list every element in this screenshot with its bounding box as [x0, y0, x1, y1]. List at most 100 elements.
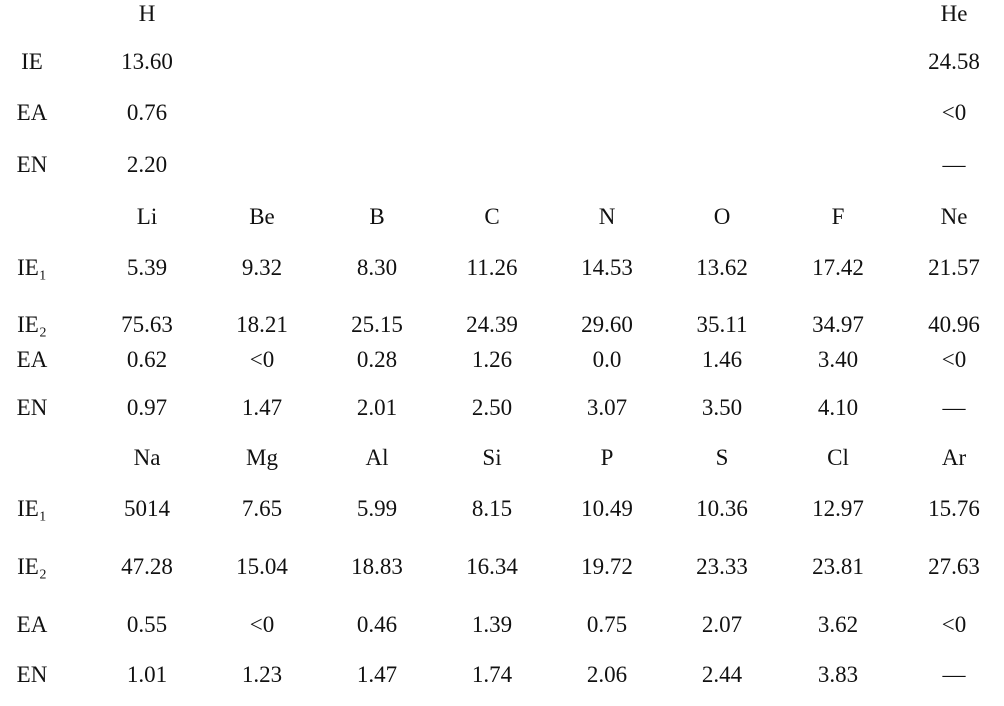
value-cell: 13.60	[121, 49, 173, 74]
value-cell: <0	[941, 612, 967, 637]
value-cell: 9.32	[241, 255, 283, 280]
value-cell: 25.15	[351, 312, 403, 337]
row-label: EA	[16, 347, 48, 372]
value-cell: 5.39	[126, 255, 168, 280]
value-cell: 21.57	[928, 255, 980, 280]
value-cell: 23.33	[696, 554, 748, 579]
value-cell: 1.47	[241, 395, 283, 420]
value-cell: 18.83	[351, 554, 403, 579]
element-symbol: Si	[482, 445, 502, 470]
value-cell: 75.63	[121, 312, 173, 337]
value-cell: 34.97	[812, 312, 864, 337]
element-symbol: Al	[365, 445, 389, 470]
element-symbol: O	[713, 204, 731, 229]
value-cell: 3.50	[701, 395, 743, 420]
value-cell: <0	[941, 100, 967, 125]
value-cell: 15.04	[236, 554, 288, 579]
row-label: EN	[16, 152, 48, 177]
value-cell: 15.76	[928, 496, 980, 521]
value-cell: 47.28	[121, 554, 173, 579]
value-cell: 5.99	[356, 496, 398, 521]
row-label: IE₂	[17, 554, 47, 579]
value-cell: 1.26	[471, 347, 513, 372]
value-cell: 8.30	[356, 255, 398, 280]
value-cell: <0	[249, 347, 275, 372]
value-cell: 0.76	[126, 100, 168, 125]
element-symbol: Li	[136, 204, 158, 229]
row-label: EA	[16, 612, 48, 637]
element-symbol: N	[598, 204, 616, 229]
value-cell: 14.53	[581, 255, 633, 280]
row-label: IE₂	[17, 312, 47, 337]
value-cell: <0	[941, 347, 967, 372]
value-cell: —	[942, 662, 966, 687]
value-cell: 1.74	[471, 662, 513, 687]
element-symbol: Mg	[246, 445, 278, 470]
value-cell: 12.97	[812, 496, 864, 521]
value-cell: —	[942, 152, 966, 177]
value-cell: 24.58	[928, 49, 980, 74]
value-cell: 8.15	[471, 496, 513, 521]
value-cell: 0.0	[592, 347, 622, 372]
value-cell: 2.50	[471, 395, 513, 420]
value-cell: 40.96	[928, 312, 980, 337]
value-cell: 19.72	[581, 554, 633, 579]
value-cell: 35.11	[696, 312, 748, 337]
value-cell: 0.97	[126, 395, 168, 420]
value-cell: 27.63	[928, 554, 980, 579]
value-cell: 0.62	[126, 347, 168, 372]
value-cell: 0.28	[356, 347, 398, 372]
row-label: IE	[21, 49, 43, 74]
value-cell: 18.21	[236, 312, 288, 337]
value-cell: 0.75	[586, 612, 628, 637]
value-cell: 4.10	[817, 395, 859, 420]
value-cell: 2.44	[701, 662, 743, 687]
row-label: IE₁	[17, 496, 47, 521]
value-cell: 1.47	[356, 662, 398, 687]
value-cell: 11.26	[466, 255, 518, 280]
value-cell: <0	[249, 612, 275, 637]
value-cell: 10.36	[696, 496, 748, 521]
row-label: EN	[16, 662, 48, 687]
value-cell: 2.01	[356, 395, 398, 420]
value-cell: 2.07	[701, 612, 743, 637]
value-cell: 3.62	[817, 612, 859, 637]
element-symbol: Ar	[941, 445, 967, 470]
value-cell: 10.49	[581, 496, 633, 521]
element-symbol: S	[715, 445, 729, 470]
value-cell: 17.42	[812, 255, 864, 280]
value-cell: 24.39	[466, 312, 518, 337]
element-symbol: B	[369, 204, 385, 229]
value-cell: —	[942, 395, 966, 420]
value-cell: 3.40	[817, 347, 859, 372]
row-label: EA	[16, 100, 48, 125]
value-cell: 13.62	[696, 255, 748, 280]
element-symbol: Ne	[940, 204, 968, 229]
element-symbol: H	[138, 1, 156, 26]
value-cell: 1.39	[471, 612, 513, 637]
element-symbol: P	[600, 445, 614, 470]
element-symbol: C	[484, 204, 500, 229]
value-cell: 0.46	[356, 612, 398, 637]
row-label: EN	[16, 395, 48, 420]
value-cell: 16.34	[466, 554, 518, 579]
value-cell: 23.81	[812, 554, 864, 579]
element-symbol: Na	[133, 445, 161, 470]
value-cell: 3.83	[817, 662, 859, 687]
element-symbol: Be	[249, 204, 275, 229]
value-cell: 2.20	[126, 152, 168, 177]
value-cell: 29.60	[581, 312, 633, 337]
value-cell: 3.07	[586, 395, 628, 420]
value-cell: 1.01	[126, 662, 168, 687]
element-symbol: Cl	[827, 445, 849, 470]
element-symbol: F	[831, 204, 845, 229]
value-cell: 1.46	[701, 347, 743, 372]
value-cell: 1.23	[241, 662, 283, 687]
row-label: IE₁	[17, 255, 47, 280]
value-cell: 2.06	[586, 662, 628, 687]
value-cell: 0.55	[126, 612, 168, 637]
element-symbol: He	[940, 1, 968, 26]
value-cell: 7.65	[241, 496, 283, 521]
value-cell: 5014	[124, 496, 170, 521]
